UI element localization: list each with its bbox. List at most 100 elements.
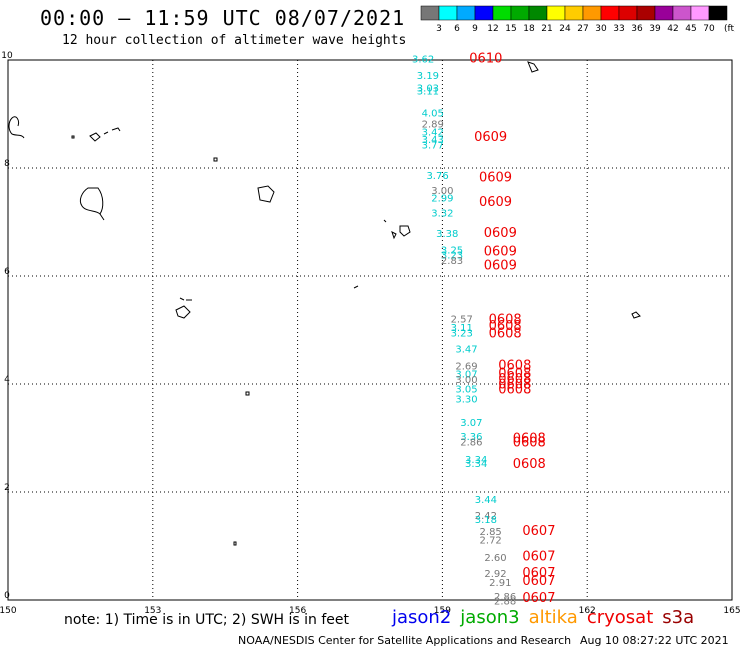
island-outline — [175, 297, 192, 319]
date-label: 0609 — [479, 195, 512, 210]
color-swatch — [654, 5, 674, 21]
date-label: 0607 — [522, 550, 555, 565]
color-swatch — [510, 5, 530, 21]
swh-label: 2.86 — [460, 438, 482, 449]
color-scale-label: 33 — [613, 24, 624, 34]
legend-item-altika: altika — [528, 607, 578, 628]
y-tick-label: 4 — [4, 375, 10, 385]
island-outline — [353, 285, 359, 289]
swh-label: 2.42 — [475, 511, 497, 522]
x-tick-label: 150 — [0, 606, 17, 616]
color-scale-label: 6 — [454, 24, 460, 34]
map-grid: 150 153 156 159 162 165 0 2 4 6 8 10 — [0, 51, 740, 616]
date-label: 0609 — [484, 244, 517, 259]
page-subtitle: 12 hour collection of altimeter wave hei… — [62, 33, 407, 48]
date-label: 0608 — [498, 372, 531, 387]
swh-label: 2.57 — [451, 314, 473, 325]
date-label: 0608 — [489, 313, 522, 328]
swh-label: 3.07 — [460, 418, 482, 429]
legend-item-jason3: jason3 — [460, 607, 520, 628]
swh-label: 3.38 — [436, 229, 458, 240]
island-outline — [79, 187, 105, 221]
date-labels: 0610060906090609060906090609060806080608… — [469, 52, 555, 606]
date-label: 0608 — [513, 457, 546, 472]
color-scale-label: 39 — [649, 24, 661, 34]
swh-label: 3.11 — [451, 323, 473, 334]
island-outline — [233, 541, 237, 546]
date-label: 0608 — [489, 327, 522, 342]
swh-label: 3.11 — [417, 87, 439, 98]
swh-label: 3.32 — [431, 209, 453, 220]
date-label: 0608 — [489, 319, 522, 334]
map-frame — [7, 59, 733, 601]
color-scale-label: 12 — [487, 24, 498, 34]
swh-label: 3.47 — [455, 345, 477, 356]
swh-label: 3.77 — [422, 141, 444, 152]
swh-label: 2.91 — [489, 578, 511, 589]
date-label: 0607 — [522, 524, 555, 539]
color-scale-label: 45 — [685, 24, 696, 34]
color-swatch — [456, 5, 476, 21]
y-tick-label: 8 — [4, 159, 10, 169]
swh-label: 3.76 — [426, 171, 448, 182]
color-swatch — [492, 5, 512, 21]
color-swatch — [528, 5, 548, 21]
color-scale-label: 9 — [472, 24, 478, 34]
swh-label: 3.34 — [465, 459, 487, 470]
date-label: 0608 — [498, 377, 531, 392]
swh-label: 2.89 — [422, 120, 444, 131]
swh-label: 3.23 — [451, 328, 473, 339]
island-outline — [245, 391, 250, 396]
swh-label: 3.34 — [465, 455, 487, 466]
date-label: 0609 — [484, 226, 517, 241]
swh-label: 3.62 — [412, 55, 434, 66]
swh-label: 2.69 — [455, 361, 477, 372]
swh-label: 3.23 — [441, 251, 463, 262]
color-scale-unit: (ft) — [724, 24, 735, 34]
color-swatch — [582, 5, 602, 21]
date-label: 0610 — [469, 52, 502, 67]
x-tick-label: 165 — [723, 606, 740, 616]
swh-label: 2.86 — [494, 592, 516, 603]
date-label: 0608 — [498, 358, 531, 373]
x-tick-label: 156 — [289, 606, 306, 616]
date-label: 0608 — [513, 431, 546, 446]
color-swatch — [474, 5, 494, 21]
timestamp-text: Aug 10 08:27:22 UTC 2021 — [580, 634, 729, 647]
color-scale-label: 15 — [505, 24, 516, 34]
x-tick-label: 159 — [434, 606, 451, 616]
swh-label: 2.72 — [480, 535, 502, 546]
date-label: 0609 — [479, 171, 512, 186]
color-scale-label: 18 — [523, 24, 535, 34]
swh-label: 3.00 — [455, 375, 477, 386]
swh-label: 3.44 — [475, 495, 497, 506]
color-swatch — [690, 5, 710, 21]
satellite-legend: jason2 jason3 altika cryosat s3a — [392, 607, 703, 628]
color-swatch — [546, 5, 566, 21]
swh-label: 2.60 — [484, 553, 506, 564]
island-outline — [383, 219, 411, 240]
y-tick-label: 2 — [4, 483, 10, 493]
note-text: note: 1) Time is in UTC; 2) SWH is in fe… — [64, 612, 350, 628]
date-label: 0608 — [498, 383, 531, 398]
island-outline — [257, 185, 275, 203]
legend-item-cryosat: cryosat — [586, 607, 654, 628]
page-title: 00:00 — 11:59 UTC 08/07/2021 — [40, 6, 406, 30]
color-swatch — [636, 5, 656, 21]
swh-label: 3.30 — [455, 394, 477, 405]
date-label: 0607 — [522, 574, 555, 589]
island-outline — [213, 157, 218, 162]
swh-label: 2.83 — [441, 256, 463, 267]
y-tick-label: 0 — [4, 591, 10, 601]
observation-labels: 3.623.193.033.114.052.893.423.433.773.76… — [412, 55, 516, 608]
color-swatch — [438, 5, 458, 21]
swh-label: 3.18 — [475, 515, 497, 526]
x-tick-label: 162 — [579, 606, 596, 616]
island-outline — [71, 135, 75, 139]
island-outline — [8, 116, 25, 139]
legend-item-jason2: jason2 — [392, 607, 452, 628]
swh-label: 3.03 — [417, 83, 439, 94]
color-scale-label: 42 — [667, 24, 678, 34]
